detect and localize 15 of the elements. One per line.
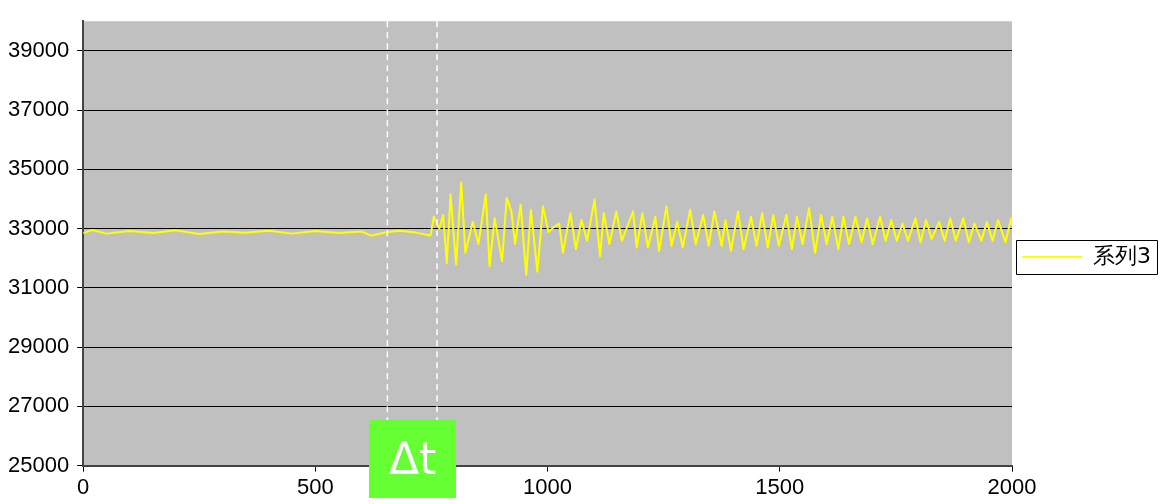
y-tick-label: 37000 <box>7 96 70 122</box>
y-tick-label: 31000 <box>7 273 70 299</box>
x-tick-label: 1000 <box>523 473 573 499</box>
y-tick-label: 35000 <box>7 155 70 181</box>
x-tick-label: 2000 <box>987 473 1037 499</box>
annotation: Δt <box>369 419 457 498</box>
y-tick-label: 33000 <box>7 214 70 240</box>
y-tick-label: 25000 <box>7 451 70 477</box>
y-tick-label: 27000 <box>7 392 70 418</box>
x-tick-label: 0 <box>77 473 90 499</box>
legend-label: 系列3 <box>1093 242 1151 268</box>
x-tick-label: 500 <box>297 473 334 499</box>
y-tick-label: 39000 <box>7 36 70 62</box>
y-tick-label: 29000 <box>7 333 70 359</box>
x-tick-label: 1500 <box>755 473 805 499</box>
